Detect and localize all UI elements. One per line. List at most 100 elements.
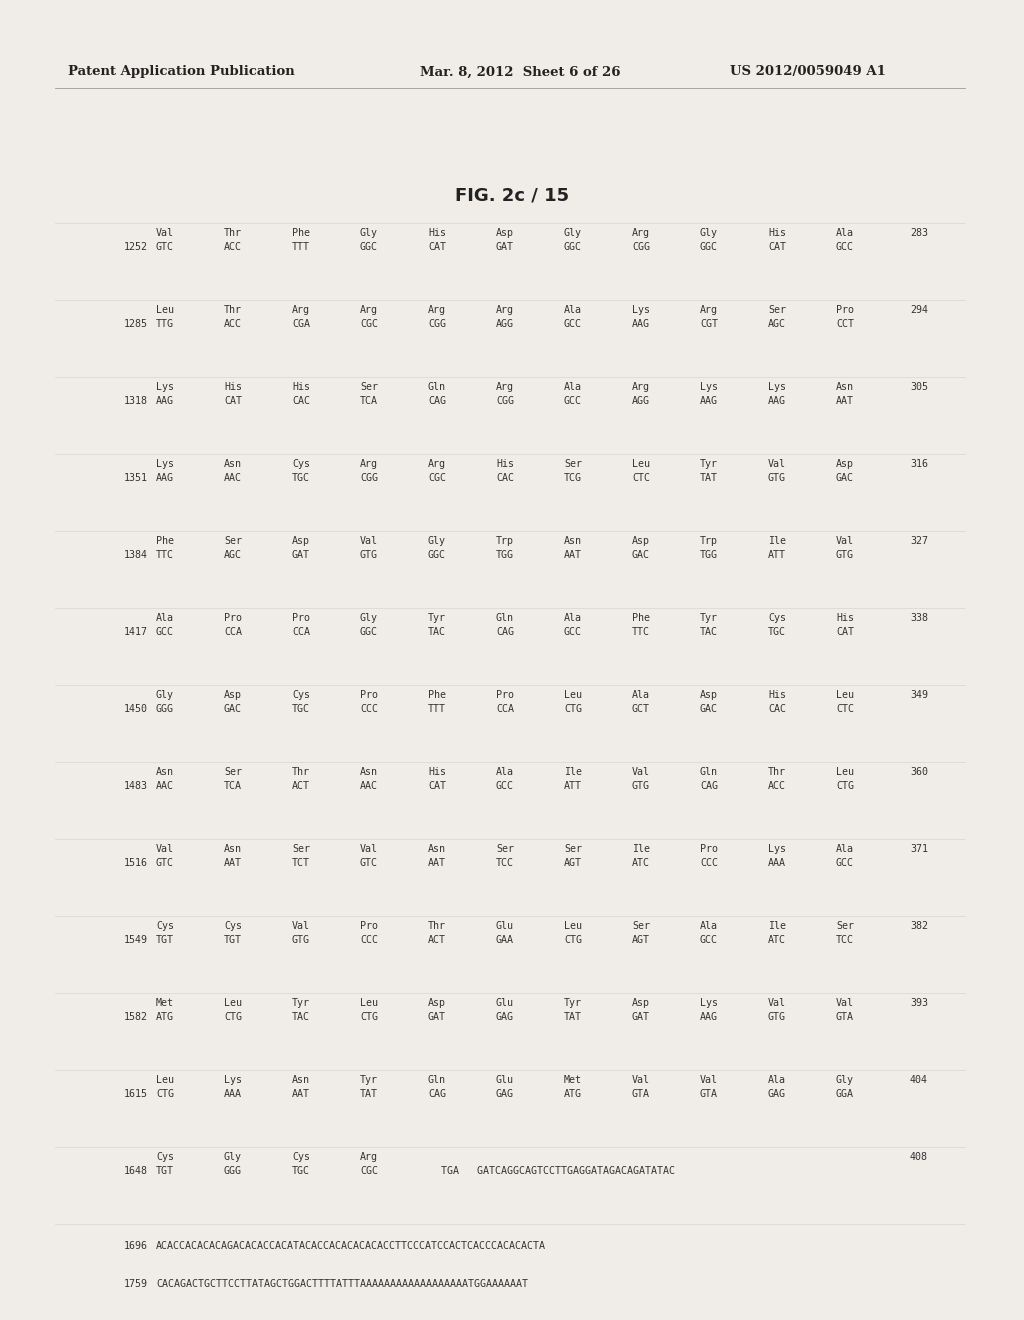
Text: Ala: Ala (564, 381, 582, 392)
Text: AGG: AGG (496, 319, 514, 329)
Text: Asp: Asp (632, 536, 650, 546)
Text: Arg: Arg (496, 305, 514, 315)
Text: His: His (768, 690, 786, 700)
Text: CAT: CAT (836, 627, 854, 638)
Text: AAC: AAC (224, 473, 242, 483)
Text: TGC: TGC (292, 1166, 310, 1176)
Text: Asp: Asp (836, 459, 854, 469)
Text: Asp: Asp (292, 536, 310, 546)
Text: AAG: AAG (768, 396, 786, 407)
Text: GTG: GTG (292, 935, 310, 945)
Text: CCC: CCC (700, 858, 718, 869)
Text: AAG: AAG (632, 319, 650, 329)
Text: GCC: GCC (564, 627, 582, 638)
Text: CGA: CGA (292, 319, 310, 329)
Text: GGC: GGC (428, 550, 446, 560)
Text: AAT: AAT (836, 396, 854, 407)
Text: AAC: AAC (156, 781, 174, 791)
Text: Ala: Ala (836, 843, 854, 854)
Text: Trp: Trp (496, 536, 514, 546)
Text: His: His (224, 381, 242, 392)
Text: Glu: Glu (496, 1074, 514, 1085)
Text: ATG: ATG (156, 1012, 174, 1022)
Text: CCC: CCC (360, 704, 378, 714)
Text: Cys: Cys (224, 921, 242, 931)
Text: TGA   GATCAGGCAGTCCTTGAGGATAGACAGATATAC: TGA GATCAGGCAGTCCTTGAGGATAGACAGATATAC (441, 1166, 675, 1176)
Text: GTG: GTG (768, 1012, 786, 1022)
Text: GCC: GCC (564, 319, 582, 329)
Text: Trp: Trp (700, 536, 718, 546)
Text: Leu: Leu (360, 998, 378, 1008)
Text: GAG: GAG (496, 1089, 514, 1100)
Text: Val: Val (156, 228, 174, 238)
Text: CTG: CTG (156, 1089, 174, 1100)
Text: CTG: CTG (224, 1012, 242, 1022)
Text: TTC: TTC (156, 550, 174, 560)
Text: AAA: AAA (224, 1089, 242, 1100)
Text: Phe: Phe (156, 536, 174, 546)
Text: 1615: 1615 (124, 1089, 148, 1100)
Text: Ala: Ala (768, 1074, 786, 1085)
Text: Tyr: Tyr (428, 612, 446, 623)
Text: GAG: GAG (768, 1089, 786, 1100)
Text: GCC: GCC (700, 935, 718, 945)
Text: US 2012/0059049 A1: US 2012/0059049 A1 (730, 66, 886, 78)
Text: Asn: Asn (292, 1074, 310, 1085)
Text: CGC: CGC (360, 1166, 378, 1176)
Text: 1417: 1417 (124, 627, 148, 638)
Text: GTG: GTG (768, 473, 786, 483)
Text: Ala: Ala (632, 690, 650, 700)
Text: CAC: CAC (292, 396, 310, 407)
Text: ACC: ACC (224, 242, 242, 252)
Text: Pro: Pro (360, 921, 378, 931)
Text: CGG: CGG (632, 242, 650, 252)
Text: Gly: Gly (700, 228, 718, 238)
Text: Asn: Asn (428, 843, 446, 854)
Text: Cys: Cys (768, 612, 786, 623)
Text: Arg: Arg (292, 305, 310, 315)
Text: GCC: GCC (564, 396, 582, 407)
Text: GGA: GGA (836, 1089, 854, 1100)
Text: Arg: Arg (496, 381, 514, 392)
Text: ACC: ACC (224, 319, 242, 329)
Text: ATT: ATT (768, 550, 786, 560)
Text: TAC: TAC (428, 627, 446, 638)
Text: CCA: CCA (496, 704, 514, 714)
Text: CAT: CAT (428, 242, 446, 252)
Text: GAT: GAT (632, 1012, 650, 1022)
Text: GCC: GCC (156, 627, 174, 638)
Text: Tyr: Tyr (564, 998, 582, 1008)
Text: FIG. 2c / 15: FIG. 2c / 15 (455, 186, 569, 205)
Text: ATC: ATC (768, 935, 786, 945)
Text: Val: Val (836, 536, 854, 546)
Text: ATT: ATT (564, 781, 582, 791)
Text: Asn: Asn (224, 843, 242, 854)
Text: Arg: Arg (428, 459, 446, 469)
Text: Val: Val (360, 536, 378, 546)
Text: 1759: 1759 (124, 1279, 148, 1290)
Text: Gly: Gly (428, 536, 446, 546)
Text: GTG: GTG (836, 550, 854, 560)
Text: GAG: GAG (496, 1012, 514, 1022)
Text: ACC: ACC (768, 781, 786, 791)
Text: Arg: Arg (360, 459, 378, 469)
Text: CTG: CTG (564, 935, 582, 945)
Text: His: His (768, 228, 786, 238)
Text: TCA: TCA (224, 781, 242, 791)
Text: 1252: 1252 (124, 242, 148, 252)
Text: AGG: AGG (632, 396, 650, 407)
Text: 327: 327 (910, 536, 928, 546)
Text: Thr: Thr (428, 921, 446, 931)
Text: TGG: TGG (700, 550, 718, 560)
Text: TAC: TAC (700, 627, 718, 638)
Text: 360: 360 (910, 767, 928, 777)
Text: Asn: Asn (156, 767, 174, 777)
Text: Asn: Asn (836, 381, 854, 392)
Text: 371: 371 (910, 843, 928, 854)
Text: GTA: GTA (836, 1012, 854, 1022)
Text: Ser: Ser (224, 536, 242, 546)
Text: TGC: TGC (292, 473, 310, 483)
Text: Gln: Gln (428, 1074, 446, 1085)
Text: TCC: TCC (496, 858, 514, 869)
Text: 382: 382 (910, 921, 928, 931)
